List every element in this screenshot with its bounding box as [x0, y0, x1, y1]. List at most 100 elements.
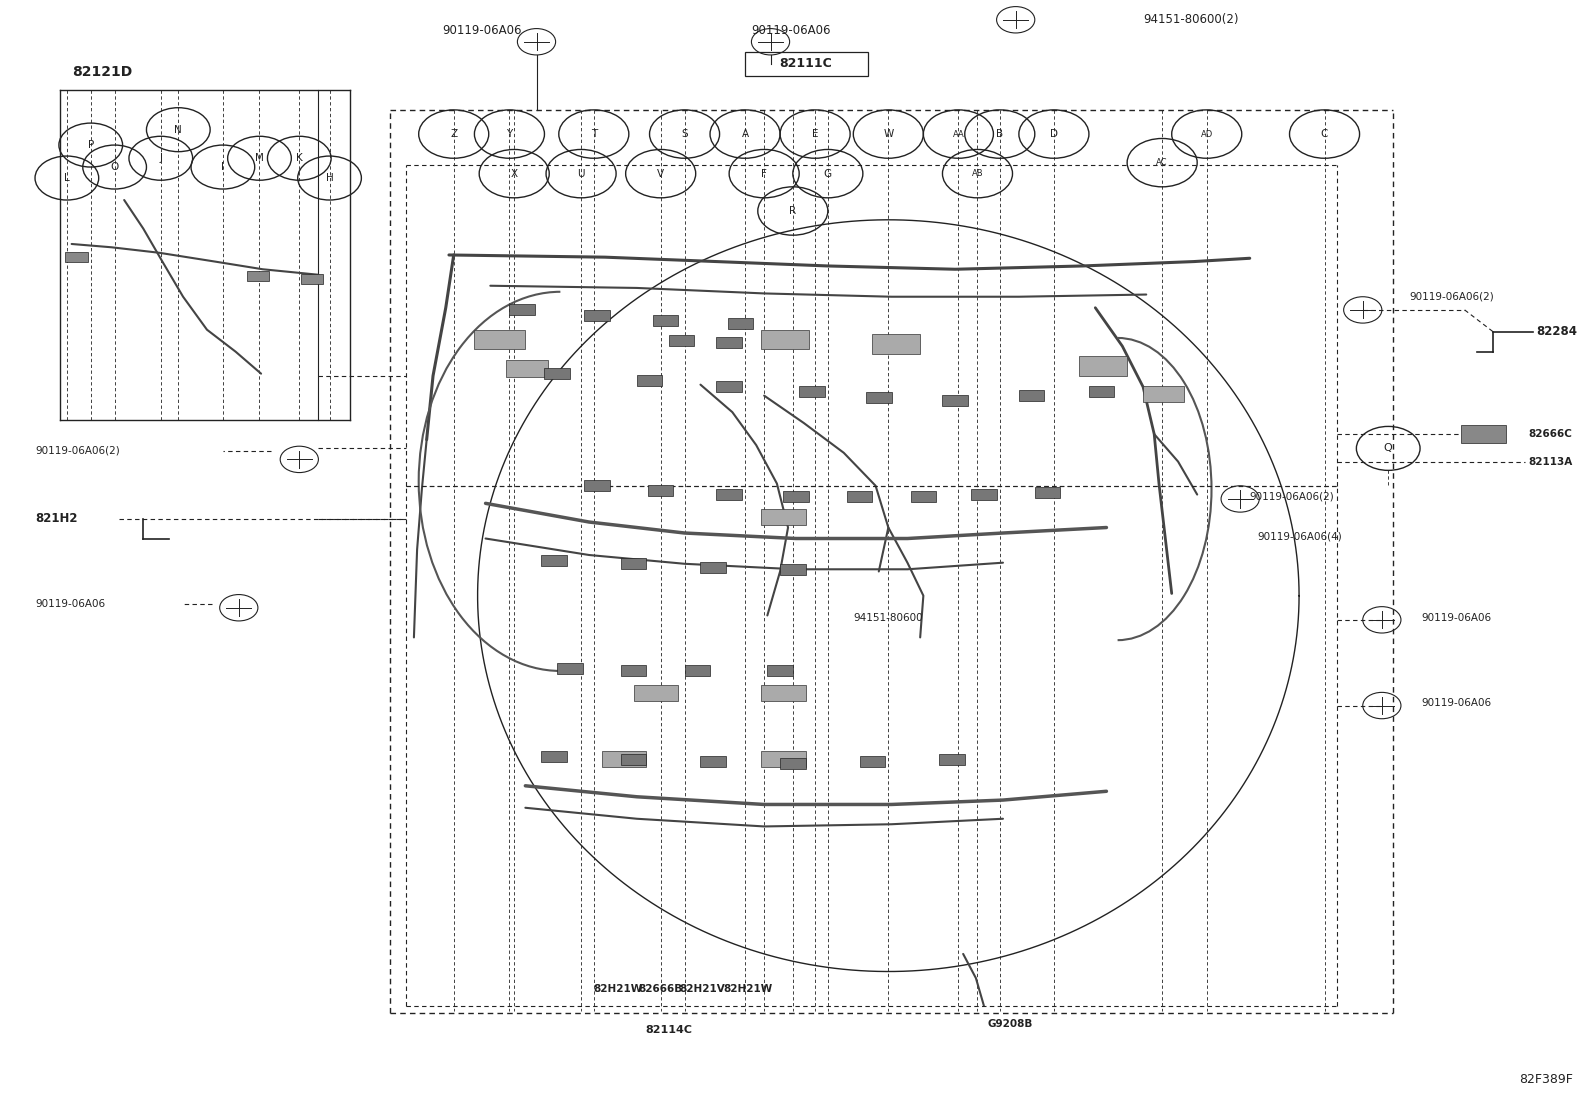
Bar [911, 491, 936, 502]
Text: L: L [64, 173, 70, 184]
Bar [1019, 390, 1044, 401]
Text: N: N [175, 124, 181, 135]
Text: X: X [511, 168, 517, 179]
Bar [685, 665, 710, 676]
Text: O: O [110, 162, 119, 173]
Bar [544, 368, 570, 379]
Bar [860, 756, 885, 767]
Bar [872, 334, 920, 354]
Text: 90119-06A06: 90119-06A06 [751, 24, 831, 37]
Text: P: P [88, 140, 94, 151]
Bar [761, 751, 806, 767]
Text: R: R [790, 206, 796, 217]
Bar [602, 751, 646, 767]
Bar [509, 304, 535, 315]
Text: 90119-06A06: 90119-06A06 [1422, 698, 1492, 709]
Bar [1035, 487, 1060, 498]
Text: J: J [159, 153, 162, 164]
Text: AA: AA [952, 130, 965, 138]
Text: 82114C: 82114C [645, 1024, 693, 1035]
Bar [1079, 356, 1127, 376]
Bar [799, 386, 825, 397]
Text: 90119-06A06(2): 90119-06A06(2) [35, 445, 119, 456]
Text: Q: Q [1383, 443, 1393, 454]
Bar [557, 663, 583, 674]
Text: T: T [591, 129, 597, 140]
Text: 90119-06A06(4): 90119-06A06(4) [1258, 531, 1342, 542]
Text: 82H21V: 82H21V [680, 984, 724, 995]
Bar [783, 491, 809, 502]
Bar [634, 685, 678, 701]
Text: 82F389F: 82F389F [1519, 1073, 1573, 1086]
Bar [700, 562, 726, 573]
Bar [761, 685, 806, 701]
Text: M: M [255, 153, 264, 164]
Text: AC: AC [1156, 158, 1169, 167]
Bar [621, 665, 646, 676]
Text: 82284: 82284 [1536, 325, 1578, 338]
Bar [506, 360, 548, 377]
Text: 82666C: 82666C [1528, 429, 1573, 440]
Bar [1143, 386, 1184, 402]
Text: 90119-06A06: 90119-06A06 [35, 599, 105, 610]
Text: B: B [997, 129, 1003, 140]
Text: U: U [578, 168, 584, 179]
Text: 90119-06A06(2): 90119-06A06(2) [1409, 291, 1493, 302]
Text: K: K [296, 153, 302, 164]
Text: V: V [657, 168, 664, 179]
Bar [621, 558, 646, 569]
Bar [716, 337, 742, 348]
Text: 82H21W: 82H21W [594, 984, 642, 995]
Bar [716, 489, 742, 500]
Text: G: G [823, 168, 833, 179]
Text: G9208B: G9208B [987, 1019, 1033, 1030]
Bar [939, 754, 965, 765]
Text: Y: Y [506, 129, 513, 140]
Text: I: I [221, 162, 224, 173]
Bar [767, 665, 793, 676]
Bar [761, 509, 806, 525]
Text: AD: AD [1200, 130, 1213, 138]
Bar [584, 310, 610, 321]
Bar [637, 375, 662, 386]
Text: C: C [1321, 129, 1328, 140]
Text: 821H2: 821H2 [35, 512, 78, 525]
Text: 90119-06A06(2): 90119-06A06(2) [1250, 491, 1334, 502]
Bar [971, 489, 997, 500]
Bar [847, 491, 872, 502]
Text: 90119-06A06: 90119-06A06 [1422, 612, 1492, 623]
Bar [301, 275, 323, 284]
Bar [728, 318, 753, 329]
Bar [247, 270, 269, 280]
Text: A: A [742, 129, 748, 140]
Bar [621, 754, 646, 765]
Text: S: S [681, 129, 688, 140]
Text: F: F [761, 168, 767, 179]
Bar [541, 555, 567, 566]
Bar [866, 392, 892, 403]
Bar [780, 758, 806, 769]
Bar [745, 52, 868, 76]
Text: W: W [884, 129, 893, 140]
Bar [780, 564, 806, 575]
Text: 82111C: 82111C [778, 57, 833, 70]
Text: D: D [1049, 129, 1059, 140]
Bar [700, 756, 726, 767]
Text: AB: AB [971, 169, 984, 178]
Bar [1461, 425, 1506, 443]
Bar [761, 330, 809, 349]
Text: 82H21W: 82H21W [724, 984, 772, 995]
Text: 82113A: 82113A [1528, 456, 1573, 467]
Bar [942, 395, 968, 406]
Text: E: E [812, 129, 818, 140]
Bar [1089, 386, 1114, 397]
Bar [584, 480, 610, 491]
Bar [65, 253, 88, 262]
Text: Z: Z [451, 129, 457, 140]
Bar [648, 485, 673, 496]
Bar [669, 335, 694, 346]
Text: 94151-80600: 94151-80600 [853, 612, 923, 623]
Text: 82121D: 82121D [72, 65, 132, 79]
Text: 82666B: 82666B [638, 984, 683, 995]
Text: 90119-06A06: 90119-06A06 [443, 24, 522, 37]
